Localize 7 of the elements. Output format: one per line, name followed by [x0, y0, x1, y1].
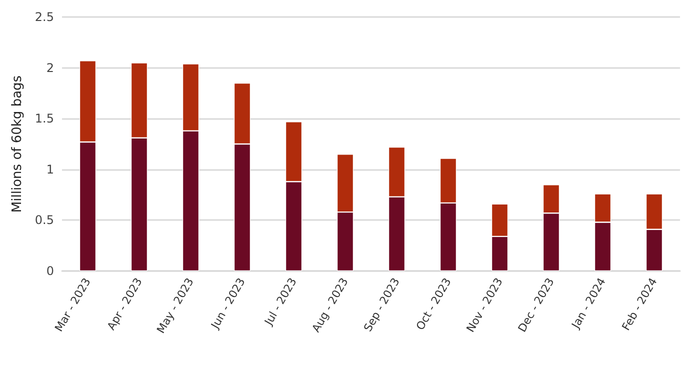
y-axis-title: Millions of 60kg bags	[10, 75, 26, 213]
y-tick-label: 1	[46, 162, 54, 176]
y-tick-label: 0	[46, 264, 54, 278]
y-tick-label: 2.5	[34, 10, 54, 24]
y-tick-label: 1.5	[34, 112, 54, 126]
y-tick-label: 2	[46, 60, 54, 75]
y-tick-label: 0.5	[34, 213, 54, 228]
